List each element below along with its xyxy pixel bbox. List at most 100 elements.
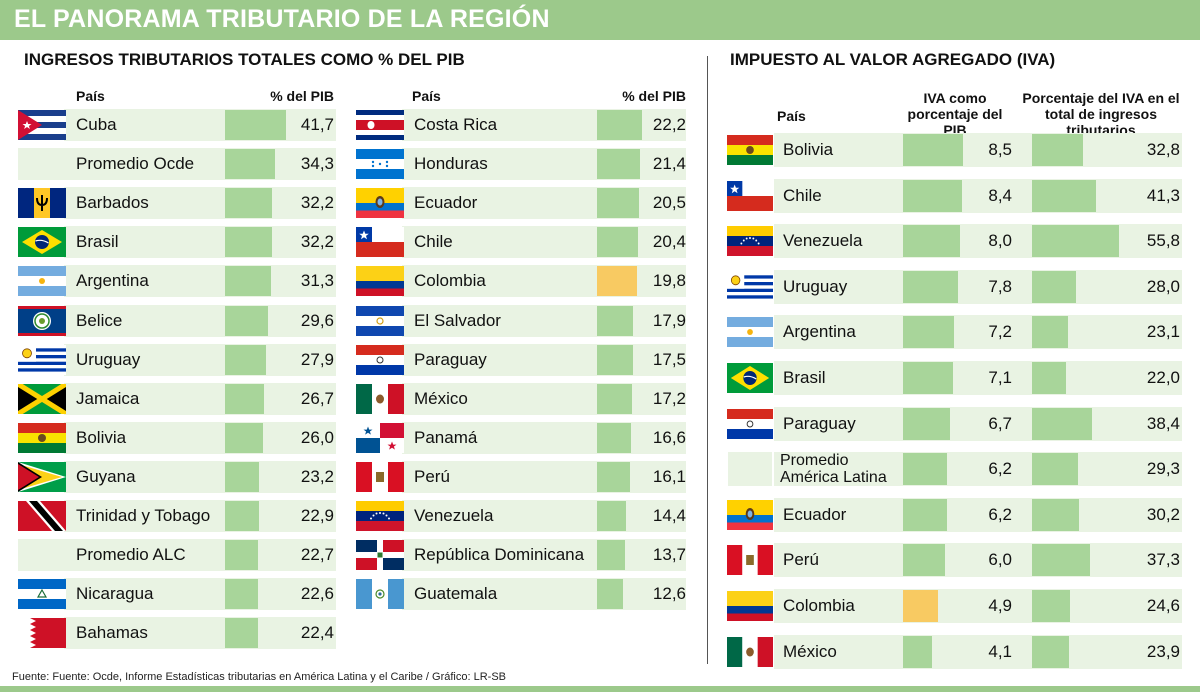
value-bar (597, 305, 634, 336)
value-label: 22,7 (300, 545, 334, 565)
ecuador-flag-icon (356, 188, 404, 219)
value-label: 14,4 (652, 506, 686, 525)
uruguay-flag-icon (18, 344, 66, 375)
cuba-flag-icon (18, 110, 66, 140)
honduras-flag-icon (356, 149, 404, 180)
jamaica-flag-icon (18, 383, 66, 414)
country-name: Panamá (414, 427, 478, 447)
iva-total-value: 30,2 (1146, 504, 1180, 524)
row-swatch (18, 148, 64, 181)
country-name: Argentina (76, 271, 149, 291)
country-name: Venezuela (414, 506, 494, 525)
country-name: Barbados (76, 193, 149, 213)
table-row (64, 539, 336, 572)
page-title: EL PANORAMA TRIBUTARIO DE LA REGIÓN (14, 5, 550, 33)
country-name: Belice (76, 310, 123, 330)
row-swatch (18, 539, 64, 572)
bahrain-flag-icon (18, 618, 66, 649)
iva-total-value: 38,4 (1146, 413, 1180, 433)
iva-pib-bar (903, 407, 951, 440)
table-row (64, 148, 336, 181)
table-row (774, 133, 1182, 167)
value-bar (597, 149, 641, 180)
country-name: Promedio Ocde (76, 154, 195, 174)
costa-rica-flag-icon (356, 110, 404, 140)
country-name: Promedio América Latina (780, 452, 887, 487)
value-bar (597, 422, 631, 453)
bolivia-flag-icon (727, 135, 773, 165)
guatemala-flag-icon (356, 579, 404, 610)
value-bar (597, 579, 623, 610)
iva-total-value: 23,9 (1146, 641, 1180, 661)
table-row (774, 315, 1182, 350)
guyana-flag-icon (18, 461, 66, 492)
value-bar (597, 227, 639, 258)
value-bar (225, 110, 286, 140)
value-label: 22,4 (300, 623, 334, 643)
table-row (402, 226, 686, 259)
value-bar (597, 461, 630, 492)
value-bar (225, 618, 258, 649)
country-name: Promedio ALC (76, 545, 186, 565)
iva-total-value: 28,0 (1146, 276, 1180, 296)
value-bar (597, 383, 632, 414)
iva-total-value: 22,0 (1146, 368, 1180, 387)
iva-total-bar (1032, 134, 1084, 166)
country-name: Argentina (783, 322, 856, 342)
column-header-pib-1: % del PIB (270, 88, 334, 104)
bottom-rule (0, 686, 1200, 692)
value-bar (597, 188, 639, 219)
iva-pib-value: 8,4 (988, 185, 1012, 205)
brazil-flag-icon (727, 363, 773, 393)
country-name: Guatemala (414, 584, 498, 604)
country-name: México (414, 388, 468, 408)
value-bar (225, 305, 269, 336)
paraguay-flag-icon (727, 408, 773, 439)
barbados-flag-icon (18, 188, 66, 219)
table-row (402, 421, 686, 454)
country-name: México (783, 641, 837, 661)
iva-total-value: 37,3 (1146, 550, 1180, 570)
country-name: Colombia (414, 271, 486, 291)
value-label: 29,6 (300, 310, 334, 330)
iva-pib-value: 4,9 (988, 596, 1012, 615)
iva-pib-value: 6,2 (988, 504, 1012, 524)
column-header-iva-pib: IVA como porcentaje del PIB (907, 90, 1003, 138)
chile-flag-icon (727, 180, 773, 211)
value-bar (597, 540, 625, 571)
table-row (402, 187, 686, 220)
country-name: Perú (783, 550, 819, 570)
value-label: 23,2 (300, 466, 334, 486)
country-name: República Dominicana (414, 545, 585, 565)
peru-flag-icon (356, 461, 404, 492)
title-bar: EL PANORAMA TRIBUTARIO DE LA REGIÓN (0, 0, 1200, 40)
table-row (774, 589, 1182, 623)
peru-flag-icon (727, 545, 773, 576)
chart-title-tax-revenue: INGRESOS TRIBUTARIOS TOTALES COMO % DEL … (24, 50, 465, 69)
iva-pib-bar (903, 270, 959, 303)
iva-pib-bar (903, 635, 932, 668)
country-name: Uruguay (76, 349, 141, 369)
country-name: Paraguay (783, 413, 856, 433)
column-header-country-1: País (76, 88, 105, 104)
iva-total-bar (1032, 362, 1067, 394)
iva-pib-bar (903, 179, 963, 212)
iva-total-value: 55,8 (1146, 231, 1180, 251)
table-row (64, 500, 336, 532)
country-name: Bolivia (76, 427, 127, 447)
value-label: 32,2 (300, 232, 334, 252)
iva-pib-bar (903, 225, 960, 258)
value-bar (225, 461, 259, 492)
value-label: 12,6 (652, 584, 686, 604)
belize-flag-icon (18, 305, 66, 336)
table-row (402, 460, 686, 493)
brazil-flag-icon (18, 227, 66, 258)
iva-total-value: 23,1 (1146, 322, 1180, 342)
table-row (64, 343, 336, 376)
value-label: 20,5 (652, 193, 686, 213)
table-row (64, 382, 336, 415)
value-label: 32,2 (300, 193, 334, 213)
trinidad-flag-icon (18, 501, 66, 531)
value-label: 22,9 (300, 506, 334, 525)
value-label: 16,6 (652, 427, 686, 447)
